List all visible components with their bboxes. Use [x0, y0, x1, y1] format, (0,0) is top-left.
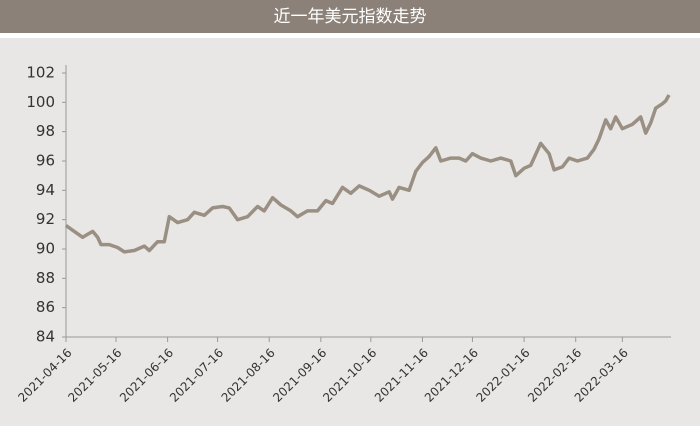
chart-title: 近一年美元指数走势 — [274, 7, 427, 27]
y-tick-label: 94 — [36, 181, 55, 199]
plot-background — [0, 38, 700, 426]
y-tick-label: 96 — [36, 152, 55, 170]
y-tick-label: 86 — [36, 298, 55, 316]
y-tick-label: 98 — [36, 122, 55, 140]
y-tick-label: 88 — [36, 269, 55, 287]
y-tick-label: 90 — [36, 240, 55, 258]
y-tick-label: 100 — [26, 93, 55, 111]
y-tick-label: 102 — [26, 64, 55, 82]
title-bar — [0, 0, 700, 33]
y-tick-label: 84 — [36, 328, 55, 346]
y-tick-label: 92 — [36, 210, 55, 228]
data-line — [64, 94, 671, 254]
